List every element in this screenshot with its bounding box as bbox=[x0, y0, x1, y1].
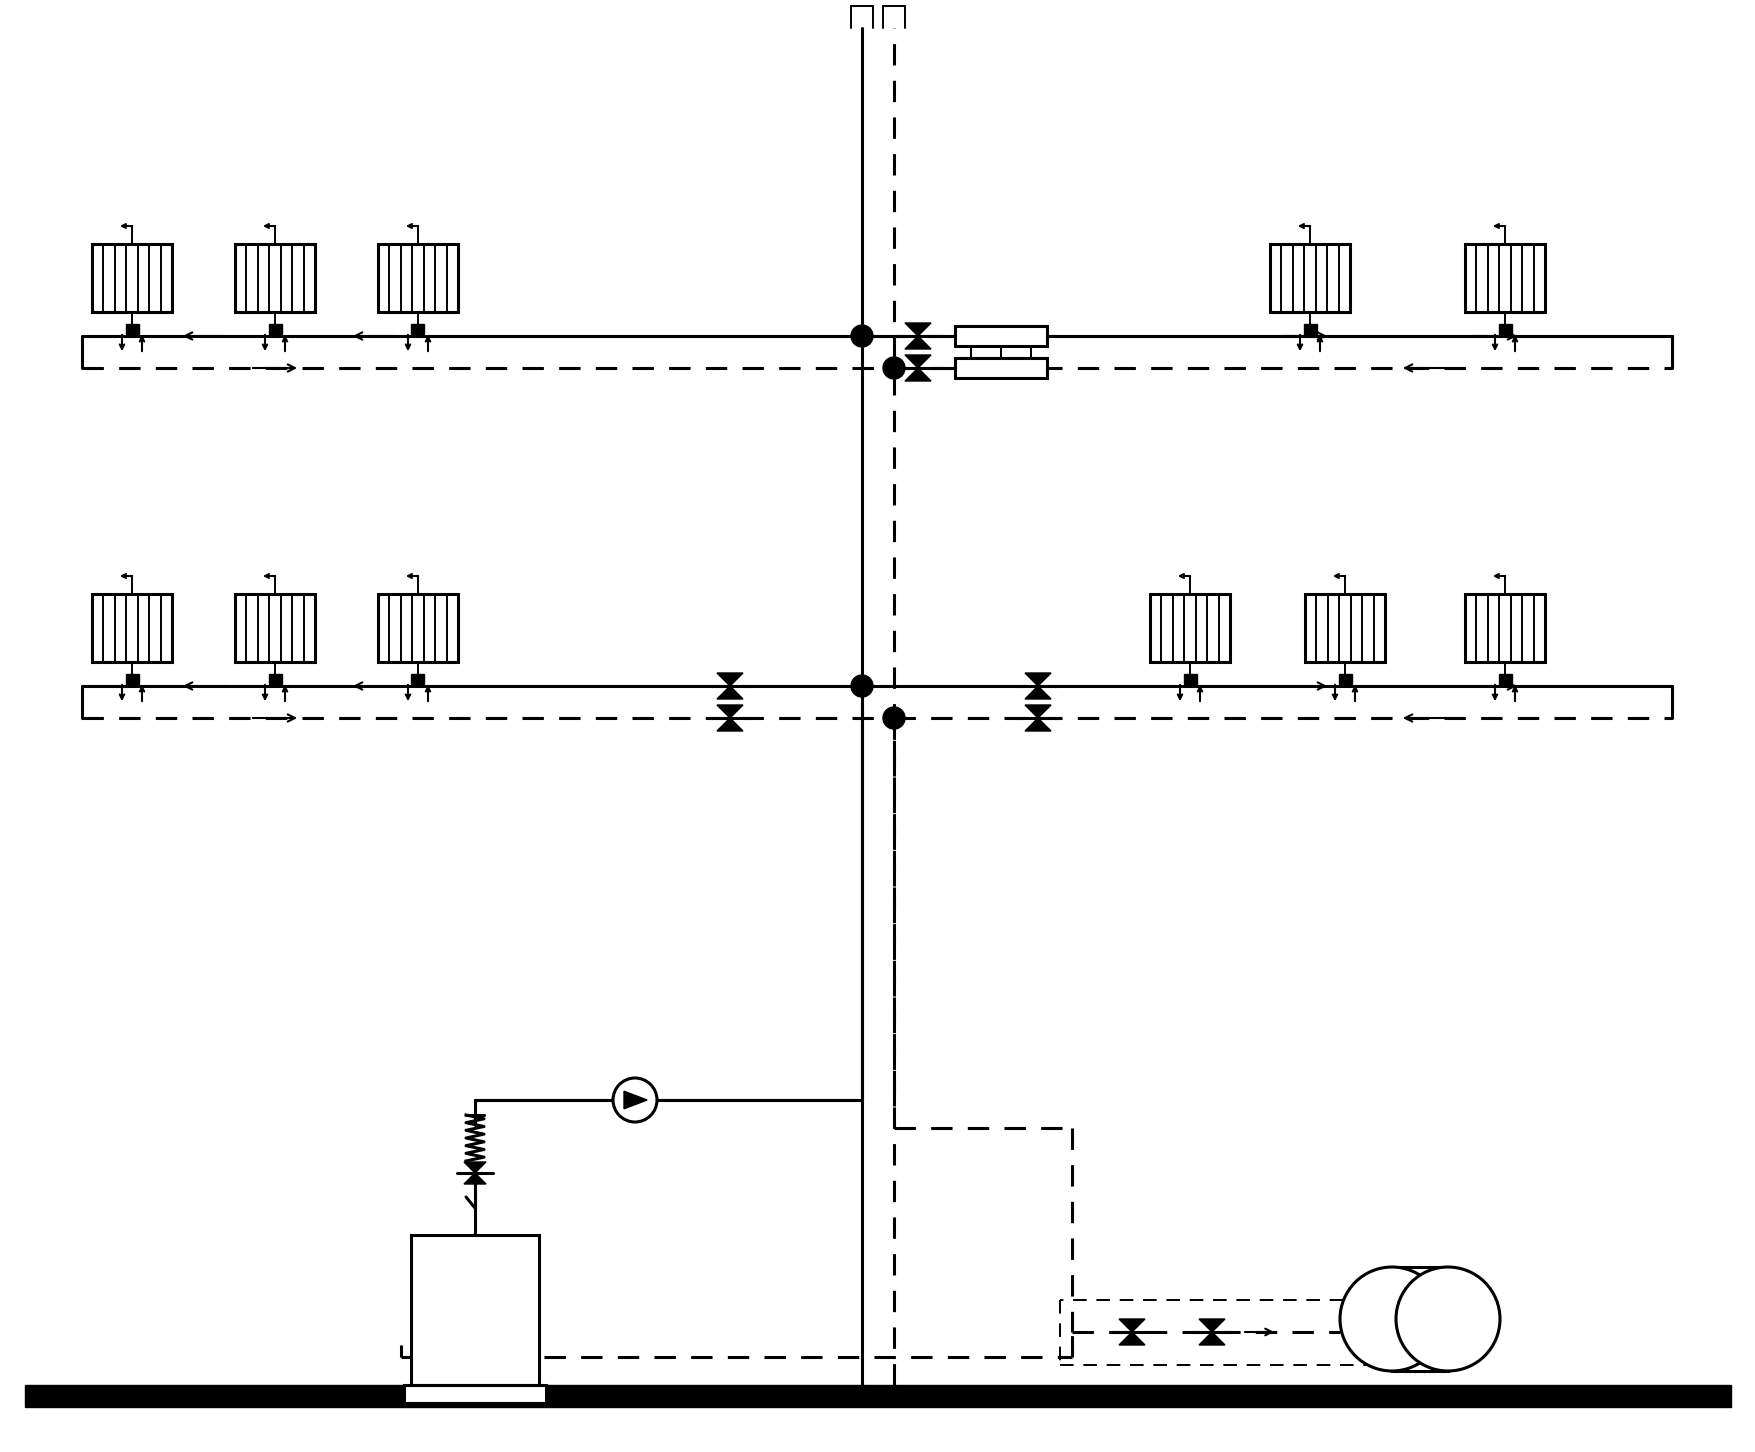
FancyBboxPatch shape bbox=[955, 327, 1046, 346]
FancyBboxPatch shape bbox=[1497, 324, 1511, 334]
FancyBboxPatch shape bbox=[1302, 324, 1316, 334]
FancyBboxPatch shape bbox=[377, 244, 458, 312]
Circle shape bbox=[883, 357, 904, 379]
FancyBboxPatch shape bbox=[1497, 674, 1511, 684]
FancyBboxPatch shape bbox=[404, 1385, 546, 1403]
Polygon shape bbox=[1118, 1318, 1144, 1331]
Polygon shape bbox=[463, 1162, 486, 1173]
FancyBboxPatch shape bbox=[235, 594, 314, 662]
Polygon shape bbox=[904, 322, 930, 335]
Polygon shape bbox=[716, 717, 742, 730]
Polygon shape bbox=[716, 672, 742, 685]
Polygon shape bbox=[1025, 717, 1051, 730]
FancyBboxPatch shape bbox=[1304, 594, 1385, 662]
Circle shape bbox=[851, 675, 872, 697]
FancyBboxPatch shape bbox=[411, 674, 425, 684]
FancyBboxPatch shape bbox=[411, 1236, 539, 1385]
FancyBboxPatch shape bbox=[1392, 1268, 1448, 1371]
Polygon shape bbox=[904, 354, 930, 367]
Polygon shape bbox=[463, 1173, 486, 1183]
Polygon shape bbox=[623, 1092, 648, 1109]
Polygon shape bbox=[1118, 1331, 1144, 1345]
FancyBboxPatch shape bbox=[91, 594, 172, 662]
FancyBboxPatch shape bbox=[25, 1385, 1730, 1407]
Circle shape bbox=[851, 325, 872, 347]
Polygon shape bbox=[1199, 1318, 1225, 1331]
FancyBboxPatch shape bbox=[377, 594, 458, 662]
FancyBboxPatch shape bbox=[955, 359, 1046, 378]
FancyBboxPatch shape bbox=[269, 674, 281, 684]
Text: ~: ~ bbox=[1341, 1321, 1369, 1355]
Circle shape bbox=[612, 1077, 656, 1122]
Polygon shape bbox=[904, 367, 930, 380]
FancyBboxPatch shape bbox=[1464, 244, 1544, 312]
Polygon shape bbox=[1199, 1331, 1225, 1345]
Circle shape bbox=[1395, 1268, 1499, 1371]
FancyBboxPatch shape bbox=[1150, 594, 1228, 662]
Polygon shape bbox=[716, 685, 742, 698]
FancyBboxPatch shape bbox=[91, 244, 172, 312]
Polygon shape bbox=[1025, 706, 1051, 717]
FancyBboxPatch shape bbox=[411, 324, 425, 334]
FancyBboxPatch shape bbox=[1269, 244, 1350, 312]
Circle shape bbox=[1339, 1268, 1443, 1371]
FancyBboxPatch shape bbox=[125, 674, 139, 684]
FancyBboxPatch shape bbox=[1464, 594, 1544, 662]
FancyBboxPatch shape bbox=[269, 324, 281, 334]
Polygon shape bbox=[716, 706, 742, 717]
FancyBboxPatch shape bbox=[1337, 674, 1351, 684]
Polygon shape bbox=[1025, 672, 1051, 685]
Polygon shape bbox=[1025, 685, 1051, 698]
FancyBboxPatch shape bbox=[1183, 674, 1195, 684]
FancyBboxPatch shape bbox=[235, 244, 314, 312]
Polygon shape bbox=[904, 335, 930, 348]
Circle shape bbox=[883, 707, 904, 729]
FancyBboxPatch shape bbox=[125, 324, 139, 334]
